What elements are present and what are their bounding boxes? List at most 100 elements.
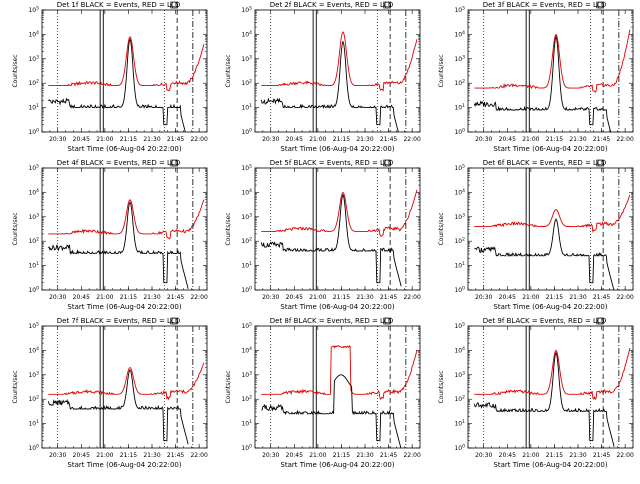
y-axis-label: Counts/sec — [12, 370, 19, 403]
y-tick-label: 105 — [241, 6, 252, 15]
series-events-line — [261, 374, 402, 448]
y-axis-label: Counts/sec — [225, 370, 232, 403]
legend-circle-icon — [596, 159, 604, 167]
x-tick-label: 22:00 — [190, 294, 207, 301]
y-tick-label: 104 — [28, 346, 39, 355]
x-tick-label: 20:30 — [262, 294, 279, 301]
x-tick-label: 20:45 — [499, 294, 516, 301]
y-tick-label: 100 — [454, 286, 465, 295]
y-tick-label: 102 — [28, 395, 39, 404]
y-tick-label: 102 — [454, 79, 465, 88]
x-tick-label: 21:45 — [167, 136, 184, 143]
legend-circle-icon — [383, 317, 391, 325]
series-events-line — [260, 193, 402, 287]
plot-frame — [467, 9, 634, 133]
panel-det-5: Det 5f BLACK = Events, RED = LLD Counts/s… — [225, 159, 421, 311]
y-tick-label: 100 — [241, 444, 252, 453]
series-events-line — [473, 35, 612, 132]
panel-title: Det 1f BLACK = Events, RED = LLD — [57, 1, 180, 9]
y-tick-label: 103 — [454, 212, 465, 221]
x-tick-label: 20:45 — [286, 136, 303, 143]
x-tick-label: 21:30 — [143, 294, 160, 301]
x-tick-label: 21:30 — [569, 136, 586, 143]
series-lld-line — [474, 29, 631, 93]
x-tick-label: 21:00 — [522, 136, 539, 143]
x-tick-label: 20:45 — [286, 294, 303, 301]
x-tick-label: 22:00 — [616, 136, 633, 143]
y-tick-label: 104 — [28, 188, 39, 197]
legend-circle-icon — [383, 1, 391, 9]
y-tick-label: 104 — [241, 346, 252, 355]
x-tick-label: 20:30 — [49, 294, 66, 301]
x-axis-label: Start Time (06-Aug-04 20:22:00) — [493, 145, 607, 153]
x-tick-label: 20:45 — [499, 452, 516, 459]
panel-title: Det 6f BLACK = Events, RED = LLD — [483, 159, 606, 167]
x-tick-label: 21:30 — [356, 136, 373, 143]
y-axis-label: Counts/sec — [225, 54, 232, 87]
y-tick-label: 105 — [241, 322, 252, 331]
x-tick-label: 21:15 — [333, 136, 350, 143]
x-tick-label: 21:30 — [356, 452, 373, 459]
y-tick-label: 101 — [28, 103, 39, 112]
series-lld-line — [474, 347, 631, 401]
x-tick-label: 22:00 — [190, 452, 207, 459]
y-tick-label: 101 — [241, 103, 252, 112]
y-tick-label: 101 — [241, 261, 252, 270]
x-axis-label: Start Time (06-Aug-04 20:22:00) — [493, 461, 607, 469]
legend-circle-icon — [383, 159, 391, 167]
panel-title: Det 3f BLACK = Events, RED = LLD — [483, 1, 606, 9]
series-lld-line — [48, 362, 205, 401]
panel-title: Det 8f BLACK = Events, RED = LLD — [270, 317, 393, 325]
y-tick-label: 103 — [28, 370, 39, 379]
y-tick-label: 102 — [28, 237, 39, 246]
x-tick-label: 20:30 — [262, 452, 279, 459]
y-tick-label: 103 — [28, 212, 39, 221]
legend-circle-icon — [170, 1, 178, 9]
x-tick-label: 22:00 — [616, 452, 633, 459]
panel-det-7: Det 7f BLACK = Events, RED = LLD Counts/s… — [12, 317, 208, 469]
y-tick-label: 104 — [454, 30, 465, 39]
panel-det-1: Det 1f BLACK = Events, RED = LLD Counts/s… — [12, 1, 208, 153]
series-events-line — [473, 351, 615, 447]
x-axis-label: Start Time (06-Aug-04 20:22:00) — [280, 303, 394, 311]
y-tick-label: 104 — [241, 30, 252, 39]
plot-frame — [41, 167, 208, 291]
x-tick-label: 22:00 — [190, 136, 207, 143]
y-tick-label: 105 — [454, 6, 465, 15]
x-tick-label: 20:30 — [475, 452, 492, 459]
y-tick-label: 105 — [241, 164, 252, 173]
x-tick-label: 21:45 — [167, 452, 184, 459]
series-lld-line — [474, 194, 631, 233]
x-tick-label: 21:00 — [96, 294, 113, 301]
x-tick-label: 21:15 — [546, 452, 563, 459]
x-tick-label: 21:15 — [333, 452, 350, 459]
y-tick-label: 105 — [28, 164, 39, 173]
x-tick-label: 21:00 — [96, 136, 113, 143]
x-tick-label: 20:30 — [475, 136, 492, 143]
series-lld-line — [261, 189, 418, 237]
x-tick-label: 21:15 — [120, 136, 137, 143]
x-tick-label: 21:00 — [522, 294, 539, 301]
y-tick-label: 101 — [454, 261, 465, 270]
x-axis-label: Start Time (06-Aug-04 20:22:00) — [67, 145, 181, 153]
x-axis-label: Start Time (06-Aug-04 20:22:00) — [493, 303, 607, 311]
x-tick-label: 20:45 — [499, 136, 516, 143]
x-tick-label: 21:00 — [309, 294, 326, 301]
y-tick-label: 103 — [241, 54, 252, 63]
panel-det-6: Det 6f BLACK = Events, RED = LLD Counts/s… — [438, 159, 634, 311]
x-tick-label: 21:00 — [309, 452, 326, 459]
panel-title: Det 9f BLACK = Events, RED = LLD — [483, 317, 606, 325]
y-tick-label: 105 — [28, 6, 39, 15]
x-tick-label: 21:15 — [120, 294, 137, 301]
y-tick-label: 102 — [28, 79, 39, 88]
y-tick-label: 105 — [454, 164, 465, 173]
legend-circle-icon — [170, 317, 178, 325]
legend-circle-icon — [596, 317, 604, 325]
y-tick-label: 101 — [28, 419, 39, 428]
plot-frame — [254, 167, 421, 291]
x-tick-label: 20:45 — [73, 294, 90, 301]
y-tick-label: 105 — [28, 322, 39, 331]
y-tick-label: 102 — [454, 395, 465, 404]
x-tick-label: 22:00 — [403, 452, 420, 459]
